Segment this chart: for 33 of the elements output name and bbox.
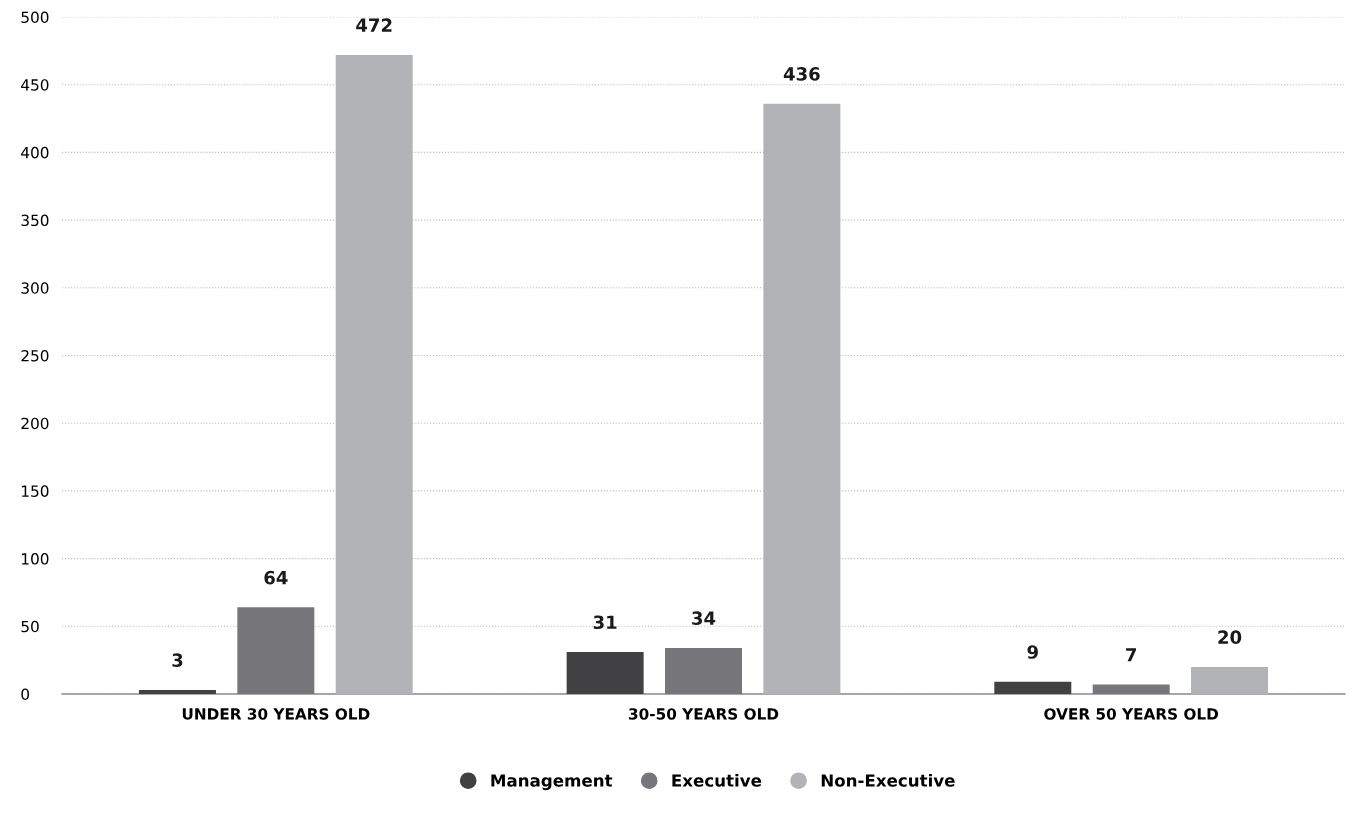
data-label: 20 — [1218, 630, 1242, 644]
x-tick-label: OVER 50 YEARS OLD — [1044, 708, 1219, 720]
data-label: 436 — [783, 67, 820, 81]
y-tick-label: 50 — [21, 620, 39, 633]
bar — [138, 689, 216, 694]
data-label: 7 — [1126, 648, 1137, 662]
y-tick-label: 100 — [22, 553, 49, 565]
y-tick-label: 400 — [21, 146, 49, 159]
data-label: 9 — [1027, 645, 1038, 659]
bar — [237, 607, 315, 694]
legend-label: Non-Executive — [821, 773, 955, 787]
y-tick-label: 0 — [21, 688, 30, 701]
legend-label: Executive — [672, 773, 762, 787]
y-tick-label: 350 — [21, 214, 49, 227]
bar — [665, 647, 742, 694]
data-label: 31 — [593, 615, 617, 630]
x-tick-label: 30-50 YEARS OLD — [629, 708, 779, 720]
data-label: 3 — [172, 653, 183, 667]
data-label: 472 — [356, 18, 392, 32]
y-tick-label: 500 — [21, 11, 49, 24]
legend-label: Management — [491, 774, 613, 791]
y-tick-label: 250 — [21, 349, 49, 362]
data-label: 64 — [264, 570, 288, 585]
bar — [994, 681, 1072, 694]
x-tick-label: UNDER 30 YEARS OLD — [182, 708, 370, 720]
bar — [1191, 666, 1269, 694]
data-label: 34 — [692, 611, 716, 626]
y-tick-label: 150 — [22, 485, 49, 497]
y-tick-label: 200 — [21, 417, 49, 430]
bar — [566, 652, 644, 694]
y-tick-label: 300 — [21, 282, 49, 294]
bar — [1092, 684, 1170, 694]
y-tick-label: 450 — [21, 79, 49, 91]
